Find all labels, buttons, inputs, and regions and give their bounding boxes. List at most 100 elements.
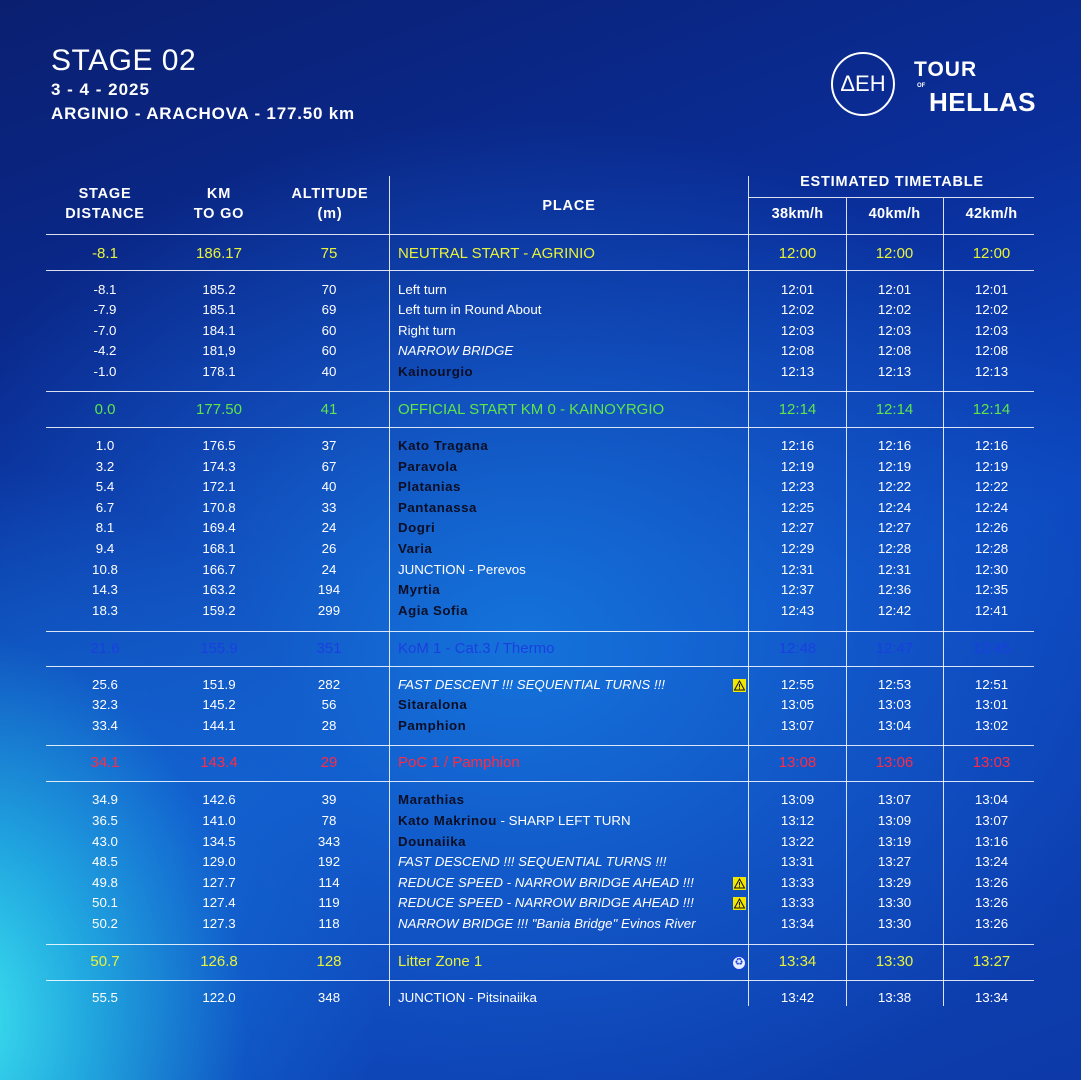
time-38-cell: 12:08 [780, 343, 815, 358]
altitude-cell: 60 [321, 323, 337, 338]
place-cell: REDUCE SPEED - NARROW BRIDGE AHEAD !!! [398, 895, 694, 910]
time-42-cell: 12:08 [974, 343, 1009, 358]
time-38-cell: 13:31 [780, 854, 815, 869]
km-to-go-cell: 134.5 [202, 834, 236, 849]
km-to-go-cell: 126.8 [200, 953, 238, 970]
table-row: 8.1 169.4 24 Dogri 12:27 12:27 12:26 [0, 518, 1081, 538]
table-row: 36.5 141.0 78 Kato Makrinou - SHARP LEFT TU… [0, 811, 1081, 831]
altitude-cell: 60 [321, 343, 337, 358]
time-40-cell: 12:42 [877, 603, 912, 618]
time-40-cell: 12:22 [877, 479, 912, 494]
time-38-cell: 13:42 [780, 990, 815, 1005]
table-row: 9.4 168.1 26 Varia 12:29 12:28 12:28 [0, 539, 1081, 559]
table-row: -7.0 184.1 60 Right turn 12:03 12:03 12:03 [0, 321, 1081, 341]
stage-distance-cell: 25.6 [92, 677, 118, 692]
time-40-cell: 13:07 [877, 792, 912, 807]
time-38-cell: 13:09 [780, 792, 815, 807]
time-38-cell: 13:07 [780, 718, 815, 733]
place-cell: JUNCTION - Perevos [398, 562, 526, 577]
divider-timetable-header [748, 197, 1034, 198]
km-to-go-cell: 143.4 [200, 754, 238, 771]
time-40-cell: 13:19 [877, 834, 912, 849]
stage-date: 3 - 4 - 2025 [51, 80, 150, 99]
stage-distance-cell: 0.0 [94, 401, 116, 418]
stage-distance-cell: 9.4 [95, 541, 115, 556]
place-cell: Sitaralona [398, 697, 468, 712]
time-40-cell: 13:09 [877, 813, 912, 828]
recycle-icon: ♻ [732, 956, 746, 970]
stage-distance-cell: 8.1 [95, 520, 115, 535]
stage-distance-cell: 43.0 [92, 834, 118, 849]
place-cell: Kato Makrinou - SHARP LEFT TURN [398, 813, 631, 828]
time-40-cell: 12:27 [877, 520, 912, 535]
time-38-cell: 12:23 [780, 479, 815, 494]
divider-row [46, 391, 1034, 392]
col-header-altitude: ALTITUDE (m) [274, 184, 386, 224]
time-40-cell: 13:27 [877, 854, 912, 869]
time-42-cell: 12:01 [974, 282, 1009, 297]
time-40-cell: 12:31 [877, 562, 912, 577]
place-cell: Kainourgio [398, 364, 474, 379]
altitude-cell: 40 [321, 364, 337, 379]
time-40-cell: 13:04 [877, 718, 912, 733]
table-row: 6.7 170.8 33 Pantanassa 12:25 12:24 12:24 [0, 498, 1081, 518]
table-row: 18.3 159.2 299 Agia Sofia 12:43 12:42 12:41 [0, 601, 1081, 621]
time-38-cell: 13:33 [780, 875, 815, 890]
col-header-stage: STAGE [78, 186, 132, 202]
time-40-cell: 12:47 [875, 640, 914, 657]
col-header-km-to-go: KM TO GO [164, 184, 274, 224]
altitude-cell: 78 [321, 813, 337, 828]
altitude-cell: 41 [320, 401, 338, 418]
km-to-go-cell: 168.1 [202, 541, 236, 556]
time-38-cell: 12:14 [778, 401, 817, 418]
time-40-cell: 12:53 [877, 677, 912, 692]
altitude-cell: 192 [317, 854, 341, 869]
table-row: -4.2 181,9 60 NARROW BRIDGE 12:08 12:08 12:08 [0, 341, 1081, 361]
km-to-go-cell: 186.17 [196, 245, 242, 262]
place-note: - SHARP LEFT TURN [496, 813, 631, 828]
col-header-to-go: TO GO [193, 206, 245, 222]
time-38-cell: 12:27 [780, 520, 815, 535]
km-to-go-cell: 163.2 [202, 582, 236, 597]
time-42-cell: 12:41 [974, 603, 1009, 618]
table-row: 33.4 144.1 28 Pamphion 13:07 13:04 13:02 [0, 716, 1081, 736]
altitude-cell: 39 [321, 792, 337, 807]
time-42-cell: 12:02 [974, 302, 1009, 317]
stage-distance-cell: 6.7 [95, 500, 115, 515]
km-to-go-cell: 142.6 [202, 792, 236, 807]
table-row-highlight: -8.1 186.17 75 NEUTRAL START - AGRINIO 12:00… [0, 243, 1081, 265]
time-38-cell: 13:34 [780, 916, 815, 931]
table-row: 3.2 174.3 67 Paravola 12:19 12:19 12:19 [0, 457, 1081, 477]
time-40-cell: 13:30 [875, 953, 914, 970]
km-to-go-cell: 181,9 [202, 343, 236, 358]
altitude-cell: 118 [318, 916, 340, 931]
km-to-go-cell: 151.9 [202, 677, 236, 692]
stage-distance-cell: 1.0 [95, 438, 115, 453]
km-to-go-cell: 178.1 [202, 364, 236, 379]
warning-icon [733, 679, 746, 692]
stage-distance-cell: 50.7 [90, 953, 120, 970]
table-row: 43.0 134.5 343 Dounaiika 13:22 13:19 13:16 [0, 832, 1081, 852]
place-cell: Dogri [398, 520, 436, 535]
divider-place-right [748, 176, 749, 1006]
place-cell: NEUTRAL START - AGRINIO [398, 245, 595, 262]
time-42-cell: 12:26 [974, 520, 1009, 535]
place-cell: NARROW BRIDGE !!! "Bania Bridge" Evinos … [398, 916, 696, 931]
col-header-altitude-label: ALTITUDE [291, 186, 369, 202]
time-42-cell: 13:02 [974, 718, 1009, 733]
stage-distance-cell: 14.3 [92, 582, 118, 597]
divider-header [46, 234, 1034, 235]
time-40-cell: 12:24 [877, 500, 912, 515]
time-42-cell: 13:01 [974, 697, 1009, 712]
col-header-place: PLACE [542, 198, 596, 214]
table-row: 49.8 127.7 114 REDUCE SPEED - NARROW BRIDGE… [0, 873, 1081, 893]
time-40-cell: 12:01 [877, 282, 912, 297]
time-42-cell: 13:16 [974, 834, 1009, 849]
stage-distance-cell: -7.9 [93, 302, 117, 317]
divider-row [46, 745, 1034, 746]
time-38-cell: 12:02 [780, 302, 815, 317]
altitude-cell: 24 [321, 520, 337, 535]
time-40-cell: 12:13 [877, 364, 912, 379]
altitude-cell: 69 [321, 302, 337, 317]
stage-distance-cell: 21.6 [90, 640, 120, 657]
